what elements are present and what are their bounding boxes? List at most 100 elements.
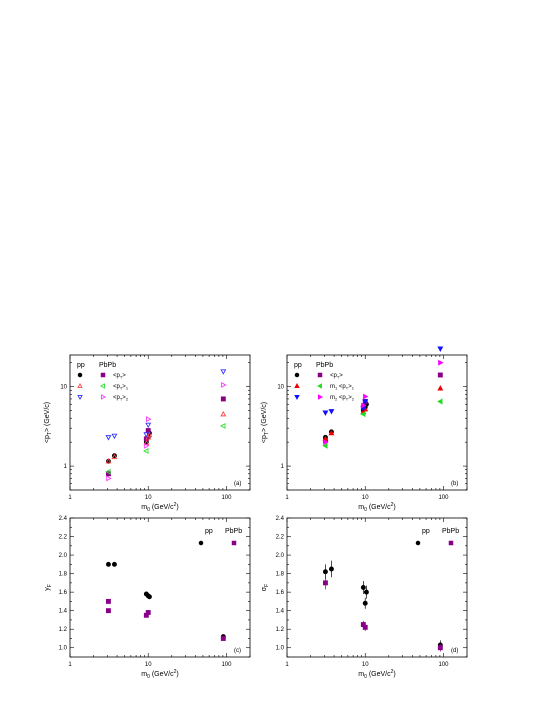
x-axis-label: m0 (GeV/c2) xyxy=(141,669,178,680)
legend-marker xyxy=(77,382,83,388)
legend-marker xyxy=(294,372,300,378)
data-point xyxy=(328,429,335,436)
legend-label: <pT>1 xyxy=(113,384,129,391)
legend-marker xyxy=(77,395,83,401)
legend-marker xyxy=(101,394,107,400)
legend-pbpb-header: PbPb xyxy=(316,362,333,369)
y-axis-label: <pT> (GeV/c) xyxy=(261,402,270,443)
legend-marker xyxy=(294,382,300,388)
data-point xyxy=(323,439,329,446)
y-tick-label: 2.4 xyxy=(276,516,285,522)
y-tick-label: 1.0 xyxy=(276,646,285,652)
data-point xyxy=(145,610,151,615)
y-tick-label: 1 xyxy=(64,464,68,470)
legend-label: <pT> xyxy=(330,373,343,380)
x-tick-label: 1 xyxy=(285,662,289,668)
legend-pp-header: pp xyxy=(77,362,85,369)
data-point xyxy=(146,431,153,438)
plot-frame xyxy=(286,354,468,491)
x-tick-label: 100 xyxy=(438,662,449,668)
data-point xyxy=(105,608,111,614)
panel-b: 1 10 100 1 10 (b) <pT> (GeV/c) m0 (GeV/c2) pp PbP… xyxy=(261,346,468,513)
panel-letter: (c) xyxy=(234,648,241,654)
panel-letter: (b) xyxy=(451,481,458,487)
x-tick-label: 10 xyxy=(145,495,152,501)
plot-frame xyxy=(69,517,251,658)
y-axis-label: yF xyxy=(44,584,53,591)
data-point xyxy=(145,422,152,429)
legend-label: <pT> xyxy=(113,373,126,380)
data-point xyxy=(362,600,368,606)
data-point xyxy=(220,410,227,417)
x-tick-label: 100 xyxy=(221,662,232,668)
data-point xyxy=(105,468,111,475)
legend-marker xyxy=(100,372,106,378)
legend-label: m1 <pT>1 xyxy=(330,384,355,391)
legend-marker xyxy=(318,394,324,400)
panel-d: 1 10 100 1.0 1.2 1.4 1.6 1.8 2.0 2.2 2.4 (d) σF m0 (G… xyxy=(261,516,468,680)
data-point xyxy=(437,398,443,405)
data-point xyxy=(146,594,152,600)
data-point xyxy=(111,433,118,440)
legend-marker xyxy=(316,383,322,389)
x-tick-label: 10 xyxy=(145,662,152,668)
legend-marker xyxy=(294,395,300,401)
data-point xyxy=(328,566,334,572)
data-point xyxy=(106,475,112,482)
y-tick-label: 1.6 xyxy=(276,590,285,596)
y-tick-label: 2.0 xyxy=(276,553,285,559)
panel-a: 1 10 100 1 10 (a) <pT> (GeV/c) m0 (GeV/c2) pp PbP… xyxy=(44,354,251,513)
data-point xyxy=(363,393,369,400)
y-tick-label: 10 xyxy=(277,385,284,391)
x-axis-label: m0 (GeV/c2) xyxy=(358,502,395,513)
x-axis-label: m0 (GeV/c2) xyxy=(141,502,178,513)
data-point xyxy=(322,410,329,416)
y-tick-label: 1.8 xyxy=(59,572,68,578)
legend-pp-header: pp xyxy=(294,362,302,369)
y-tick-label: 1.6 xyxy=(59,590,68,596)
x-tick-label: 100 xyxy=(438,495,449,501)
data-point xyxy=(437,385,444,391)
x-tick-label: 1 xyxy=(68,495,72,501)
data-point xyxy=(143,447,149,454)
panel-letter: (a) xyxy=(234,481,241,487)
data-point xyxy=(143,432,150,438)
data-point xyxy=(437,346,444,352)
y-tick-label: 1.4 xyxy=(59,609,68,615)
y-tick-label: 2.2 xyxy=(276,535,285,541)
legend-label: m2 <pT>2 xyxy=(330,395,355,402)
panel-letter: (d) xyxy=(451,648,458,654)
legend-marker xyxy=(77,372,83,378)
x-tick-label: 100 xyxy=(221,495,232,501)
data-point xyxy=(437,372,443,378)
legend-marker xyxy=(415,540,421,546)
x-axis-label: m0 (GeV/c2) xyxy=(358,669,395,680)
y-tick-label: 1.8 xyxy=(276,572,285,578)
data-point xyxy=(105,458,112,464)
data-point xyxy=(221,381,227,388)
x-tick-label: 1 xyxy=(285,495,289,501)
y-tick-label: 1.4 xyxy=(276,609,285,615)
x-tick-label: 1 xyxy=(68,662,72,668)
legend-marker xyxy=(99,383,105,389)
data-point xyxy=(437,645,443,651)
data-point xyxy=(362,624,368,630)
plot-frame xyxy=(69,354,251,491)
y-tick-label: 2.0 xyxy=(59,553,68,559)
data-point xyxy=(105,435,112,441)
data-point xyxy=(363,589,369,595)
legend-label: <pT>2 xyxy=(113,395,129,402)
data-point xyxy=(144,442,150,449)
y-tick-label: 2.2 xyxy=(59,535,68,541)
data-point xyxy=(145,428,151,433)
y-tick-label: 1.0 xyxy=(59,646,68,652)
data-point xyxy=(360,585,366,590)
data-point xyxy=(322,569,328,575)
data-point xyxy=(111,453,118,460)
data-point xyxy=(220,369,227,375)
y-tick-label: 1 xyxy=(281,464,285,470)
data-point xyxy=(362,399,369,405)
data-point xyxy=(360,411,366,418)
y-axis-label: <pT> (GeV/c) xyxy=(44,402,53,443)
